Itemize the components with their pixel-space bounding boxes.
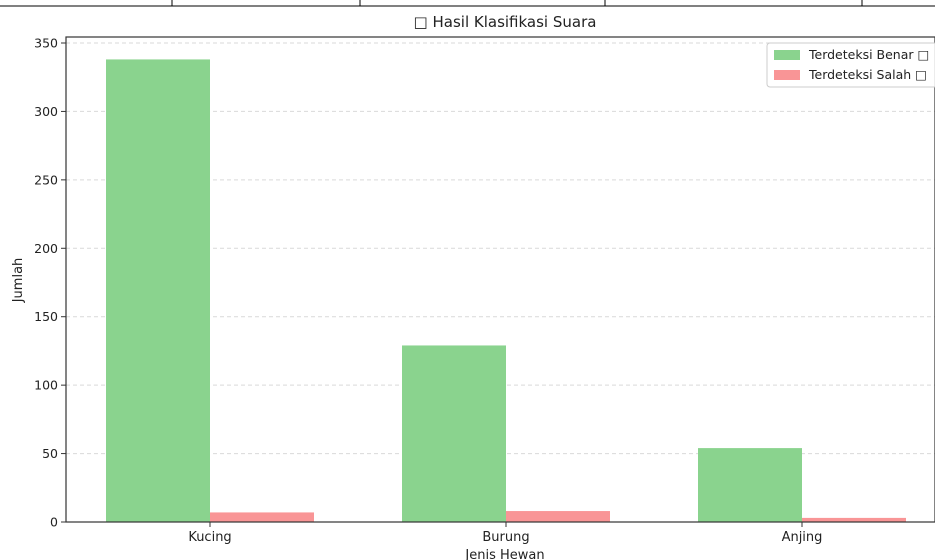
legend-box — [766, 42, 935, 88]
y-tick-label-300: 300 — [34, 104, 58, 119]
chart-title: □ Hasil Klasifikasi Suara — [414, 13, 597, 31]
legend: Terdeteksi Benar □ Terdeteksi Salah □ — [766, 42, 935, 88]
legend-swatch-benar — [774, 50, 800, 60]
y-tick-label-200: 200 — [34, 241, 58, 256]
y-tick-label-350: 350 — [34, 36, 58, 51]
legend-label-benar: Terdeteksi Benar □ — [808, 47, 929, 62]
x-axis-label: Jenis Hewan — [464, 548, 544, 560]
bar-salah-kucing — [210, 512, 314, 522]
plot-area-frame — [65, 36, 935, 523]
y-tick-label-250: 250 — [34, 172, 58, 187]
legend-label-salah: Terdeteksi Salah □ — [808, 67, 927, 82]
x-tick-label-anjing: Anjing — [782, 530, 823, 545]
y-tick-label-0: 0 — [50, 515, 58, 530]
x-tick-label-kucing: Kucing — [188, 530, 231, 545]
y-tick-label-150: 150 — [34, 309, 58, 324]
bars — [106, 59, 906, 523]
x-tick-label-burung: Burung — [482, 530, 529, 545]
top-strip — [0, 0, 935, 7]
y-tick-label-50: 50 — [42, 446, 58, 461]
bar-salah-anjing — [802, 517, 906, 522]
bar-benar-kucing — [106, 59, 210, 523]
y-axis-label: Jumlah — [11, 258, 26, 304]
bar-benar-anjing — [698, 448, 802, 522]
y-axis-ticks: 0 50 100 150 200 250 300 350 — [34, 36, 66, 530]
bar-salah-burung — [506, 511, 610, 522]
x-axis-ticks: Kucing Burung Anjing — [188, 522, 822, 545]
bar-benar-burung — [402, 345, 506, 522]
y-tick-label-100: 100 — [34, 378, 58, 393]
legend-swatch-salah — [774, 70, 800, 80]
